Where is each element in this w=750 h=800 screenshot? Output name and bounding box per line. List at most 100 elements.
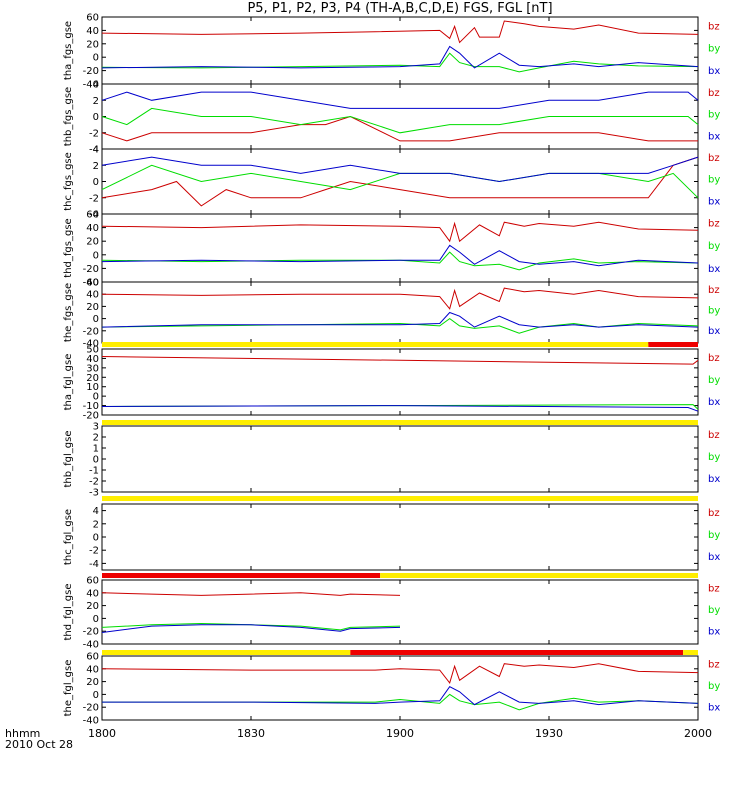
series-line-by [101,622,401,631]
chart-title: P5, P1, P2, P3, P4 (TH-A,B,C,D,E) FGS, F… [247,1,553,16]
y-tick-label: 2 [93,519,99,530]
flag-segment-yellow [102,342,649,347]
x-tick-label: 2000 [684,727,712,740]
flag-segment-red [102,573,381,578]
y-tick-label: -40 [83,716,99,727]
y-tick-label: 60 [86,278,99,289]
y-axis-label: tha_fgl_gse [63,354,74,411]
y-axis-label: thc_fgl_gse [63,509,74,565]
y-tick-label: 50 [86,345,99,356]
y-tick-label: 4 [93,145,99,156]
legend-by: by [708,306,720,317]
y-tick-label: 20 [86,302,99,313]
y-tick-label: 1 [93,444,99,455]
y-tick-label: 40 [86,354,99,365]
y-axis-label: thd_fgl_gse [63,584,74,641]
y-axis-label: thb_fgs_gse [63,87,74,146]
series-line-bz [101,356,699,365]
y-axis-label: the_fgs_gse [63,283,74,342]
y-tick-label: 40 [86,588,99,599]
y-tick-label: -2 [89,193,99,204]
y-axis-label: thd_fgs_gse [63,218,74,277]
y-tick-label: -20 [83,411,99,422]
legend-bx: bx [708,326,720,337]
legend-bx: bx [708,397,720,408]
legend-by: by [708,44,720,55]
series-line-bx [101,91,699,109]
series-line-by [101,52,699,73]
y-tick-label: 60 [86,576,99,587]
y-tick-label: 0 [93,614,99,625]
y-tick-label: -40 [83,640,99,651]
series-line-bx [101,244,699,267]
flag-segment-red [648,342,698,347]
legend-by: by [708,530,720,541]
y-tick-label: 0 [93,533,99,544]
y-axis-label: thb_fgl_gse [63,431,74,488]
y-tick-label: -4 [89,559,99,570]
legend-bx: bx [708,702,720,713]
y-tick-label: 60 [86,652,99,663]
y-tick-label: 4 [93,506,99,517]
time-format-label: hhmm [5,727,41,740]
y-tick-label: 20 [86,39,99,50]
series-line-bx [101,624,401,633]
y-tick-label: 10 [86,382,99,393]
legend-bz: bz [708,88,720,99]
x-tick-label: 1900 [386,727,414,740]
legend-bx: bx [708,552,720,563]
y-tick-label: 20 [86,373,99,384]
legend-by: by [708,605,720,616]
y-tick-label: -40 [83,278,99,289]
y-tick-label: 0 [93,53,99,64]
y-tick-label: 60 [86,13,99,24]
x-tick-label: 1830 [237,727,265,740]
series-line-by [101,251,699,271]
series-line-bx [101,156,699,183]
y-tick-label: 0 [93,314,99,325]
legend-bz: bz [708,353,720,364]
y-axis-label: tha_fgs_gse [63,21,74,80]
legend-by: by [708,375,720,386]
y-tick-label: 20 [86,601,99,612]
panel-frame-thb_fgl_gse [101,425,699,493]
y-tick-label: 0 [93,690,99,701]
y-axis-label: thc_fgs_gse [63,152,74,211]
flag-segment-yellow [102,420,698,425]
legend-by: by [708,175,720,186]
y-tick-label: 20 [86,237,99,248]
series-line-bx [101,311,699,328]
legend-bz: bz [708,218,720,229]
y-tick-label: 0 [93,177,99,188]
series-line-bz [101,663,699,684]
y-tick-label: -20 [83,326,99,337]
y-tick-label: -20 [83,627,99,638]
legend-bz: bz [708,21,720,32]
y-tick-label: -2 [89,477,99,488]
series-line-bx [101,405,699,412]
y-tick-label: 40 [86,223,99,234]
series-line-bx [102,686,699,706]
series-line-by [101,164,699,199]
series-line-by [101,107,699,134]
legend-bz: bz [708,660,720,671]
y-axis-label: the_fgl_gse [63,660,74,717]
y-tick-label: 2 [93,161,99,172]
y-tick-label: 2 [93,96,99,107]
legend-bz: bz [708,430,720,441]
flag-segment-yellow [102,650,351,655]
legend-bx: bx [708,474,720,485]
y-tick-label: -2 [89,128,99,139]
y-tick-label: 0 [93,112,99,123]
y-tick-label: 4 [93,80,99,91]
series-line-bz [101,20,699,44]
y-tick-label: -4 [89,210,99,221]
legend-by: by [708,110,720,121]
series-line-bz [101,221,699,243]
legend-bz: bz [708,584,720,595]
date-label: 2010 Oct 28 [5,738,74,751]
panel-frame-thd_fgl_gse [101,579,699,645]
y-tick-label: 40 [86,664,99,675]
y-tick-label: 2 [93,433,99,444]
